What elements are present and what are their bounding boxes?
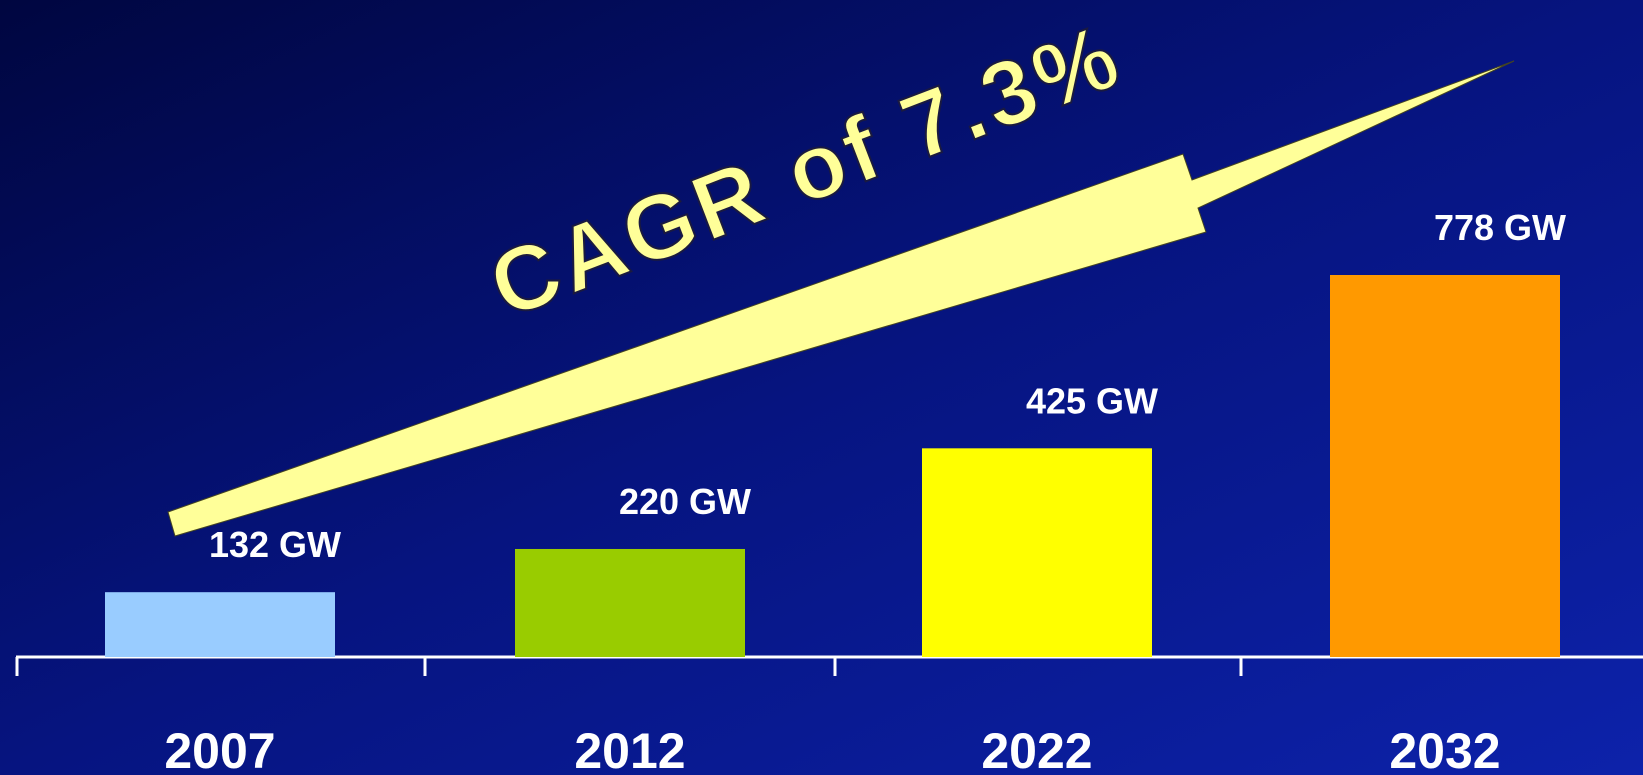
- value-label: 132 GW: [209, 524, 341, 565]
- value-label: 425 GW: [1026, 380, 1158, 421]
- bar: [105, 592, 335, 657]
- bar: [515, 548, 745, 657]
- x-tick-label: 2032: [1389, 723, 1500, 775]
- value-label: 220 GW: [619, 481, 751, 522]
- x-tick-label: 2022: [981, 723, 1092, 775]
- x-tick-label: 2012: [574, 723, 685, 775]
- growth-arrow: [167, 60, 1515, 537]
- x-tick-label: 2007: [164, 723, 275, 775]
- bar: [922, 448, 1152, 657]
- bar: [1330, 275, 1560, 657]
- value-label: 778 GW: [1434, 207, 1566, 248]
